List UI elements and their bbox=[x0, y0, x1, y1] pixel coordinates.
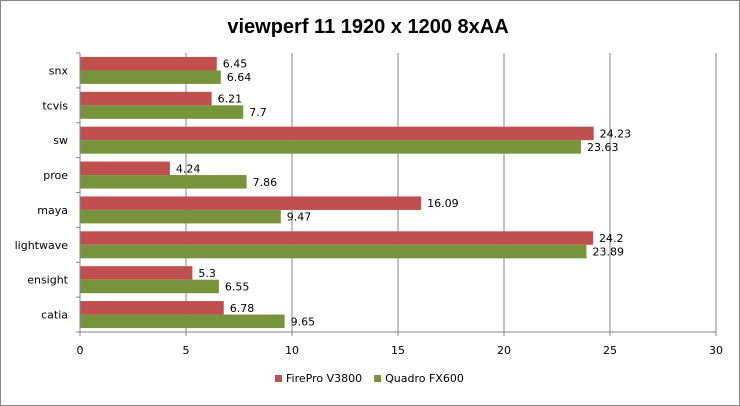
category-label: tcvis bbox=[42, 99, 68, 112]
category-label: ensight bbox=[27, 274, 68, 287]
legend-item: Quadro FX600 bbox=[374, 372, 464, 385]
category-label: catia bbox=[41, 309, 68, 322]
bar bbox=[80, 266, 193, 280]
data-label: 7.86 bbox=[253, 176, 278, 189]
data-label: 9.65 bbox=[291, 315, 316, 328]
bar bbox=[80, 196, 422, 210]
chart-title: viewperf 11 1920 x 1200 8xAA bbox=[227, 16, 508, 38]
category-label: lightwave bbox=[15, 239, 69, 252]
bar bbox=[80, 140, 581, 154]
x-tick-label: 25 bbox=[603, 344, 617, 357]
bar bbox=[80, 175, 247, 189]
bar bbox=[80, 161, 170, 176]
bars bbox=[80, 56, 594, 329]
bar bbox=[80, 231, 594, 245]
legend-swatch bbox=[374, 375, 382, 382]
bar bbox=[80, 244, 587, 259]
gridlines bbox=[185, 53, 717, 332]
data-label: 24.2 bbox=[599, 232, 624, 245]
data-label: 5.3 bbox=[198, 267, 216, 280]
data-label: 9.47 bbox=[287, 211, 312, 224]
data-label: 6.21 bbox=[218, 93, 243, 106]
data-label: 16.09 bbox=[427, 197, 459, 210]
category-label: sw bbox=[53, 134, 68, 147]
x-tick-label: 15 bbox=[391, 344, 405, 357]
data-label: 24.23 bbox=[600, 127, 632, 140]
category-label: maya bbox=[37, 204, 68, 217]
bar bbox=[80, 279, 219, 294]
bar bbox=[80, 91, 212, 106]
bar bbox=[80, 56, 217, 71]
category-label: snx bbox=[49, 64, 69, 77]
x-tick-label: 10 bbox=[285, 344, 299, 357]
x-tick-label: 20 bbox=[497, 344, 511, 357]
data-label: 23.89 bbox=[592, 246, 624, 259]
legend: FirePro V3800 Quadro FX600 bbox=[275, 372, 464, 385]
data-label: 6.45 bbox=[223, 58, 248, 71]
data-label: 6.55 bbox=[225, 280, 250, 293]
bar bbox=[80, 209, 281, 224]
legend-item: FirePro V3800 bbox=[275, 372, 362, 385]
legend-swatch bbox=[275, 375, 282, 382]
x-tick-label: 0 bbox=[77, 344, 84, 357]
x-tick-label: 5 bbox=[183, 344, 190, 357]
data-label: 6.78 bbox=[230, 302, 255, 315]
data-label: 23.63 bbox=[587, 141, 619, 154]
bar bbox=[80, 126, 594, 141]
data-label: 7.7 bbox=[249, 106, 266, 119]
x-tick-label: 30 bbox=[709, 344, 723, 357]
bar bbox=[80, 314, 285, 329]
data-label: 6.64 bbox=[227, 71, 252, 84]
bar bbox=[80, 301, 224, 315]
data-label: 4.24 bbox=[176, 162, 201, 175]
axes: 0 5 10 15 20 25 30 snx tcvis sw proe maya lightwave e… bbox=[15, 52, 723, 357]
bar bbox=[80, 105, 244, 119]
legend-label: Quadro FX600 bbox=[385, 372, 464, 385]
bar bbox=[80, 70, 221, 84]
legend-label: FirePro V3800 bbox=[286, 372, 362, 385]
category-label: proe bbox=[43, 169, 68, 182]
